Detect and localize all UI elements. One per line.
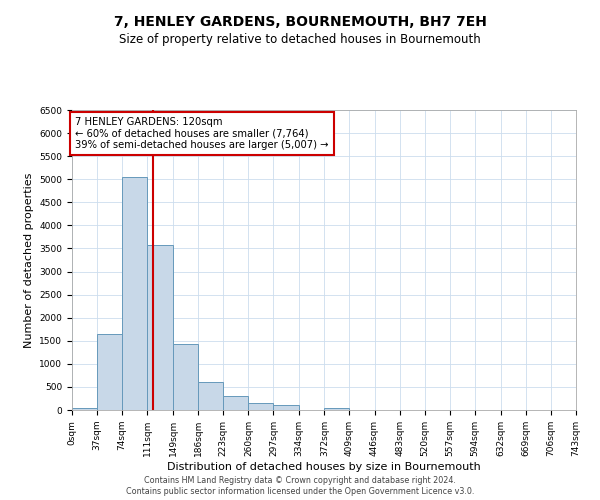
Bar: [97, 334, 122, 410]
Bar: [223, 396, 248, 410]
Text: Contains public sector information licensed under the Open Government Licence v3: Contains public sector information licen…: [126, 488, 474, 496]
Bar: [248, 403, 274, 410]
Bar: [147, 245, 173, 410]
Text: 7, HENLEY GARDENS, BOURNEMOUTH, BH7 7EH: 7, HENLEY GARDENS, BOURNEMOUTH, BH7 7EH: [113, 15, 487, 29]
Text: Contains HM Land Registry data © Crown copyright and database right 2024.: Contains HM Land Registry data © Crown c…: [144, 476, 456, 485]
Bar: [72, 408, 97, 410]
Text: Size of property relative to detached houses in Bournemouth: Size of property relative to detached ho…: [119, 32, 481, 46]
Bar: [122, 177, 147, 410]
Bar: [173, 344, 198, 410]
Bar: [274, 406, 299, 410]
X-axis label: Distribution of detached houses by size in Bournemouth: Distribution of detached houses by size …: [167, 462, 481, 471]
Y-axis label: Number of detached properties: Number of detached properties: [24, 172, 34, 348]
Text: 7 HENLEY GARDENS: 120sqm
← 60% of detached houses are smaller (7,764)
39% of sem: 7 HENLEY GARDENS: 120sqm ← 60% of detach…: [76, 117, 329, 150]
Bar: [325, 408, 349, 410]
Bar: [198, 382, 223, 410]
